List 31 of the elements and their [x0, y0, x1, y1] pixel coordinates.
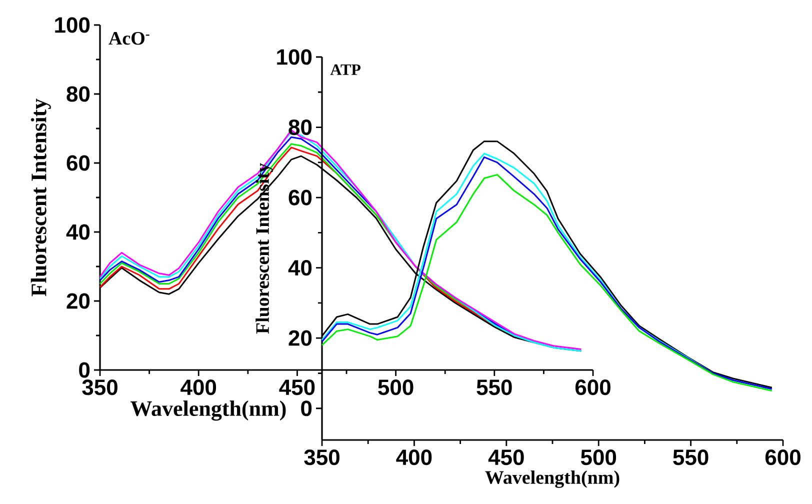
x-tick-label: 450 [488, 450, 524, 466]
y-tick-label: 60 [288, 190, 312, 206]
x-tick-label: 400 [396, 450, 432, 466]
x-axis-title: Wavelength(nm) [485, 470, 620, 488]
x-tick-label: 550 [476, 380, 512, 396]
y-tick-label: 60 [66, 155, 90, 171]
y-tick-label: 0 [301, 400, 312, 416]
x-tick-label: 450 [279, 380, 315, 396]
x-tick-label: 600 [765, 450, 800, 466]
annotation: AcO$^{-}$ [108, 32, 150, 45]
x-tick-label: 500 [378, 380, 414, 396]
annotation: ATP [330, 64, 360, 75]
y-tick-label: 20 [288, 330, 312, 346]
x-tick-label: 350 [82, 380, 118, 396]
y-axis-title: Fluorescent Intensity [256, 163, 273, 334]
y-tick-label: 40 [66, 224, 90, 240]
x-tick-label: 350 [304, 450, 340, 466]
y-tick-label: 0 [79, 362, 90, 378]
y-tick-label: 100 [277, 49, 312, 65]
x-tick-label: 400 [180, 380, 216, 396]
y-tick-label: 80 [288, 119, 312, 136]
y-tick-label: 20 [66, 293, 90, 309]
x-tick-label: 550 [673, 450, 708, 466]
x-tick-label: 500 [580, 450, 616, 466]
y-tick-label: 40 [288, 260, 312, 276]
y-tick-label: 100 [55, 17, 90, 33]
x-tick-label: 600 [575, 380, 610, 396]
line-series [321, 152, 714, 374]
y-axis-title: Fluorescent Intensity [30, 98, 51, 296]
x-axis-title: Wavelength(nm) [130, 400, 286, 421]
y-tick-label: 80 [66, 86, 90, 102]
